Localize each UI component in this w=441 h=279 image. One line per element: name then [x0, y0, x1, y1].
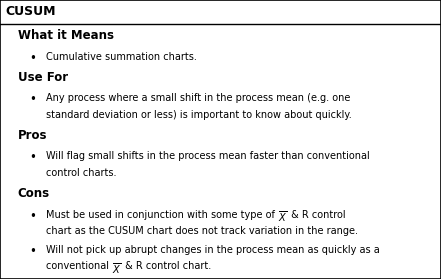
Text: •: •: [30, 52, 37, 65]
Text: Will flag small shifts in the process mean faster than conventional: Will flag small shifts in the process me…: [46, 151, 370, 162]
Text: Will not pick up abrupt changes in the process mean as quickly as a: Will not pick up abrupt changes in the p…: [46, 245, 380, 255]
Text: Pros: Pros: [18, 129, 47, 142]
Text: Use For: Use For: [18, 71, 68, 84]
Text: •: •: [30, 245, 37, 258]
Text: control charts.: control charts.: [46, 168, 117, 178]
Text: CUSUM: CUSUM: [5, 5, 56, 18]
Text: standard deviation or less) is important to know about quickly.: standard deviation or less) is important…: [46, 110, 352, 120]
Text: Cons: Cons: [18, 187, 50, 200]
Text: & R control chart.: & R control chart.: [122, 261, 211, 271]
Text: $\overline{X}$: $\overline{X}$: [112, 261, 122, 276]
Text: Any process where a small shift in the process mean (e.g. one: Any process where a small shift in the p…: [46, 93, 351, 104]
Text: •: •: [30, 93, 37, 107]
Text: What it Means: What it Means: [18, 29, 114, 42]
Text: Must be used in conjunction with some type of: Must be used in conjunction with some ty…: [46, 210, 278, 220]
Text: & R control: & R control: [288, 210, 345, 220]
Text: •: •: [30, 210, 37, 223]
Text: $\overline{X}$: $\overline{X}$: [278, 210, 288, 224]
Text: •: •: [30, 151, 37, 165]
Text: Cumulative summation charts.: Cumulative summation charts.: [46, 52, 197, 62]
Text: conventional: conventional: [46, 261, 112, 271]
Text: chart as the CUSUM chart does not track variation in the range.: chart as the CUSUM chart does not track …: [46, 226, 358, 236]
